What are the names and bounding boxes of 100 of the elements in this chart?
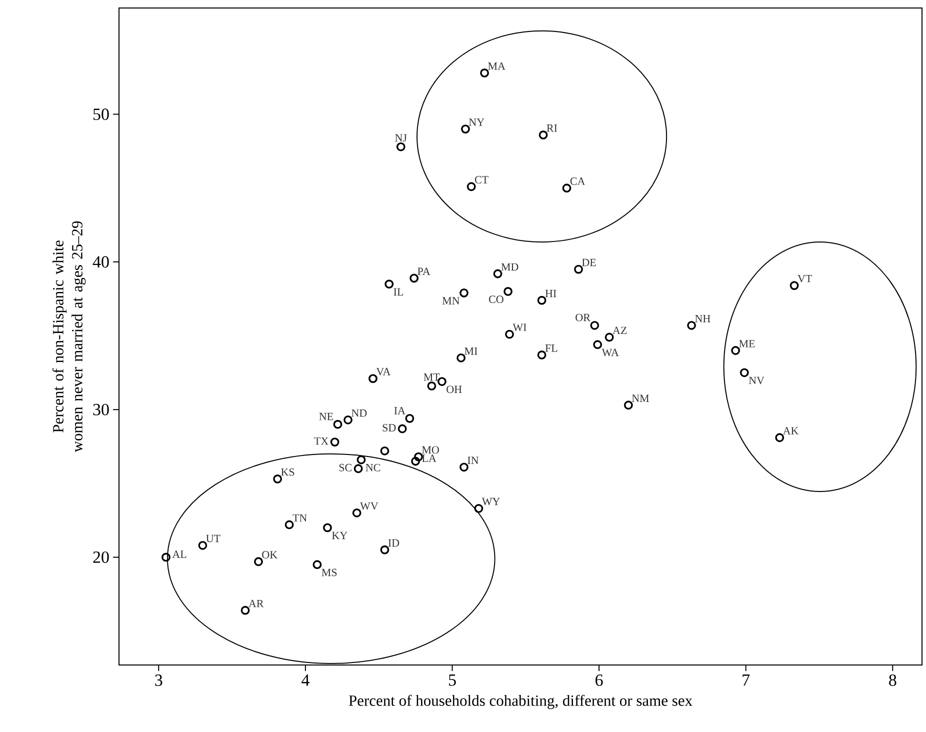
annotation: LA	[422, 454, 436, 462]
point	[593, 340, 602, 350]
point	[384, 280, 394, 289]
point	[398, 424, 407, 434]
annotation: SC	[339, 464, 352, 472]
point	[604, 332, 614, 342]
point	[427, 381, 436, 390]
annotation: IL	[394, 288, 404, 296]
annotation: WV	[360, 502, 378, 510]
x-tick-label: 5	[448, 674, 456, 686]
annotation: WY	[482, 498, 500, 506]
point	[538, 130, 548, 140]
annotation: WI	[512, 324, 526, 332]
point	[273, 474, 282, 484]
point	[460, 288, 468, 298]
point	[456, 353, 466, 362]
annotation: OR	[576, 314, 590, 322]
point	[537, 296, 546, 305]
annotation: TX	[314, 437, 328, 445]
point	[505, 330, 514, 339]
point	[493, 269, 502, 278]
annotation: DE	[582, 258, 596, 266]
annotation: NV	[748, 376, 764, 384]
x-axis-title: Percent of households cohabiting, different or same sex	[348, 694, 692, 710]
annotation: KY	[332, 532, 348, 540]
annotation: MI	[464, 347, 478, 355]
annotation: PA	[418, 268, 430, 275]
point	[368, 374, 378, 384]
annotation: NY	[468, 118, 484, 126]
annotation: ND	[352, 409, 367, 417]
x-tick-label: 4	[302, 674, 310, 686]
annotation: MD	[501, 263, 518, 271]
annotation: NE	[319, 412, 333, 420]
y-tick-label: 30	[93, 404, 109, 416]
point	[380, 446, 390, 456]
point	[474, 504, 484, 513]
annotation: NC	[366, 464, 380, 472]
point	[410, 274, 419, 283]
annotation: UT	[206, 534, 220, 542]
point	[504, 287, 512, 296]
point	[254, 557, 263, 566]
point	[356, 455, 366, 464]
x-tick-label: 3	[155, 674, 162, 686]
point	[624, 400, 633, 410]
point	[480, 68, 489, 78]
point	[790, 281, 799, 290]
annotation: CA	[570, 178, 586, 185]
point	[411, 456, 420, 466]
point	[574, 264, 583, 274]
annotation: IN	[468, 456, 479, 464]
annotation: AL	[172, 550, 186, 558]
annotation: NM	[632, 394, 650, 402]
point	[460, 462, 468, 472]
annotation: TN	[292, 514, 307, 522]
annotation: KS	[281, 468, 294, 476]
annotation: SD	[382, 424, 396, 432]
point	[352, 508, 362, 518]
annotation: OH	[446, 386, 462, 394]
point	[687, 320, 696, 330]
point	[240, 606, 250, 615]
annotation: IA	[394, 406, 406, 414]
annotation: MT	[424, 374, 440, 381]
annotation: CO	[489, 296, 504, 304]
point	[333, 420, 342, 429]
point	[344, 415, 352, 424]
point	[731, 346, 740, 355]
annotation: FL	[545, 344, 558, 352]
point	[284, 520, 294, 530]
annotation: MS	[322, 568, 337, 576]
annotation: MA	[488, 62, 506, 70]
point	[396, 142, 406, 152]
point	[590, 320, 600, 330]
annotation: AR	[248, 600, 264, 608]
point	[562, 184, 572, 193]
point	[380, 545, 390, 554]
annotation: NH	[695, 315, 710, 322]
y-axis-title: Percent of non-Hispanic white women never married at ages 25–29	[52, 221, 86, 452]
annotation: CT	[474, 176, 488, 184]
annotation: WA	[602, 348, 619, 356]
x-tick-label: 6	[596, 674, 603, 686]
annotation: VT	[798, 274, 812, 282]
annotation: RI	[546, 124, 558, 132]
point	[354, 464, 363, 474]
x-tick-label: 8	[889, 674, 896, 686]
point	[461, 124, 470, 134]
x-tick-label: 7	[742, 674, 750, 686]
point	[312, 560, 322, 570]
y-tick-label: 20	[93, 551, 109, 563]
point	[466, 182, 476, 192]
annotation: MN	[442, 297, 460, 304]
point	[775, 433, 784, 442]
annotation: NJ	[395, 134, 407, 142]
point	[198, 540, 208, 550]
y-tick-label: 50	[93, 108, 109, 120]
annotation: ID	[388, 539, 400, 547]
annotation: VA	[376, 368, 391, 376]
annotation: AK	[782, 427, 799, 434]
point	[330, 438, 340, 446]
point	[405, 414, 414, 423]
point	[740, 368, 749, 378]
